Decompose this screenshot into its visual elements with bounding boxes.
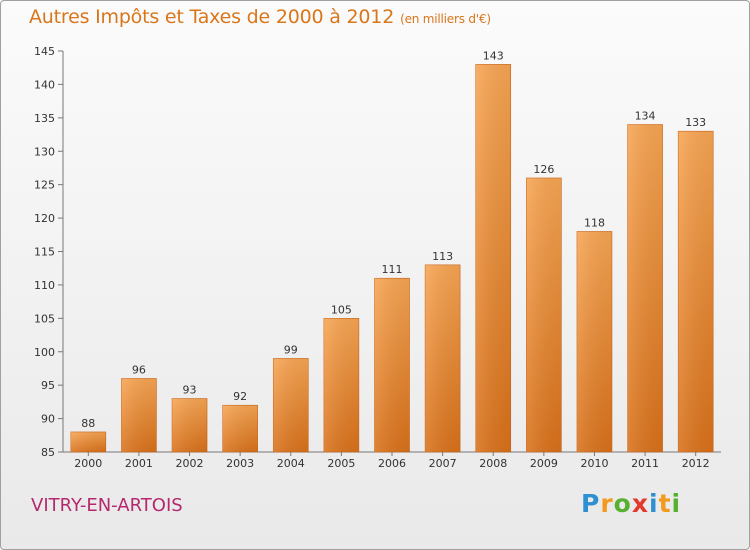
y-tick-label: 120 [34, 212, 55, 225]
bar-shade [526, 177, 562, 452]
logo-letter: i [671, 489, 682, 518]
data-label: 111 [382, 263, 403, 276]
logo-letter: x [631, 489, 649, 518]
data-label: 113 [432, 250, 453, 263]
x-tick-label: 2000 [74, 457, 102, 470]
logo-letter: o [613, 489, 632, 518]
data-label: 105 [331, 303, 352, 316]
data-label: 96 [132, 363, 146, 376]
x-tick-label: 2010 [580, 457, 608, 470]
bar-shade [70, 431, 106, 452]
chart-title-block: Autres Impôts et Taxes de 2000 à 2012 (en… [29, 6, 491, 28]
x-tick-label: 2012 [682, 457, 710, 470]
bars-group [70, 64, 714, 453]
chart-title: Autres Impôts et Taxes de 2000 à 2012 [29, 6, 395, 28]
y-tick-label: 90 [41, 413, 55, 426]
x-tick-label: 2006 [378, 457, 406, 470]
bar-shade [374, 278, 410, 452]
proxiti-logo: Proxiti [581, 489, 681, 518]
bar-shade [222, 405, 258, 452]
x-tick-label: 2007 [429, 457, 457, 470]
data-label: 118 [584, 216, 605, 229]
x-tick-label: 2001 [125, 457, 153, 470]
bar-shade [576, 231, 612, 452]
y-tick-label: 110 [34, 279, 55, 292]
labels-group: 2000 88 2001 96 2002 93 2003 92 2004 99 2005 105 200… [74, 49, 709, 470]
data-label: 143 [483, 49, 504, 62]
y-tick-label: 95 [41, 379, 55, 392]
y-tick-label: 115 [34, 246, 55, 259]
bar-shade [121, 378, 157, 452]
y-tick-label: 85 [41, 446, 55, 459]
bar-shade [475, 64, 511, 452]
y-tick-label: 130 [34, 145, 55, 158]
x-tick-label: 2009 [530, 457, 558, 470]
data-label: 92 [233, 390, 247, 403]
logo-letter: r [600, 489, 614, 518]
x-tick-label: 2002 [176, 457, 204, 470]
x-tick-label: 2011 [631, 457, 659, 470]
data-label: 134 [635, 110, 656, 123]
logo-letter: i [649, 489, 659, 518]
y-tick-label: 105 [34, 312, 55, 325]
bar-shade [425, 264, 461, 452]
y-tick-label: 125 [34, 179, 55, 192]
y-tick-label: 145 [34, 45, 55, 58]
x-tick-label: 2004 [277, 457, 305, 470]
x-tick-label: 2005 [327, 457, 355, 470]
x-tick-label: 2003 [226, 457, 254, 470]
bar-shade [678, 131, 714, 452]
data-label: 133 [685, 116, 706, 129]
data-label: 93 [183, 384, 197, 397]
bar-shade [323, 318, 359, 452]
bar-shade [273, 358, 309, 452]
data-label: 99 [284, 343, 298, 356]
y-tick-label: 100 [34, 346, 55, 359]
logo-letter: t [658, 489, 672, 518]
chart-subtitle: (en milliers d'€) [400, 12, 491, 26]
y-tick-label: 135 [34, 112, 55, 125]
data-label: 126 [533, 163, 554, 176]
data-label: 88 [81, 417, 95, 430]
x-tick-label: 2008 [479, 457, 507, 470]
bar-shade [627, 124, 663, 453]
location-name: VITRY-EN-ARTOIS [31, 495, 183, 516]
bar-shade [172, 398, 208, 452]
y-tick-label: 140 [34, 78, 55, 91]
logo-letter: P [581, 489, 601, 518]
